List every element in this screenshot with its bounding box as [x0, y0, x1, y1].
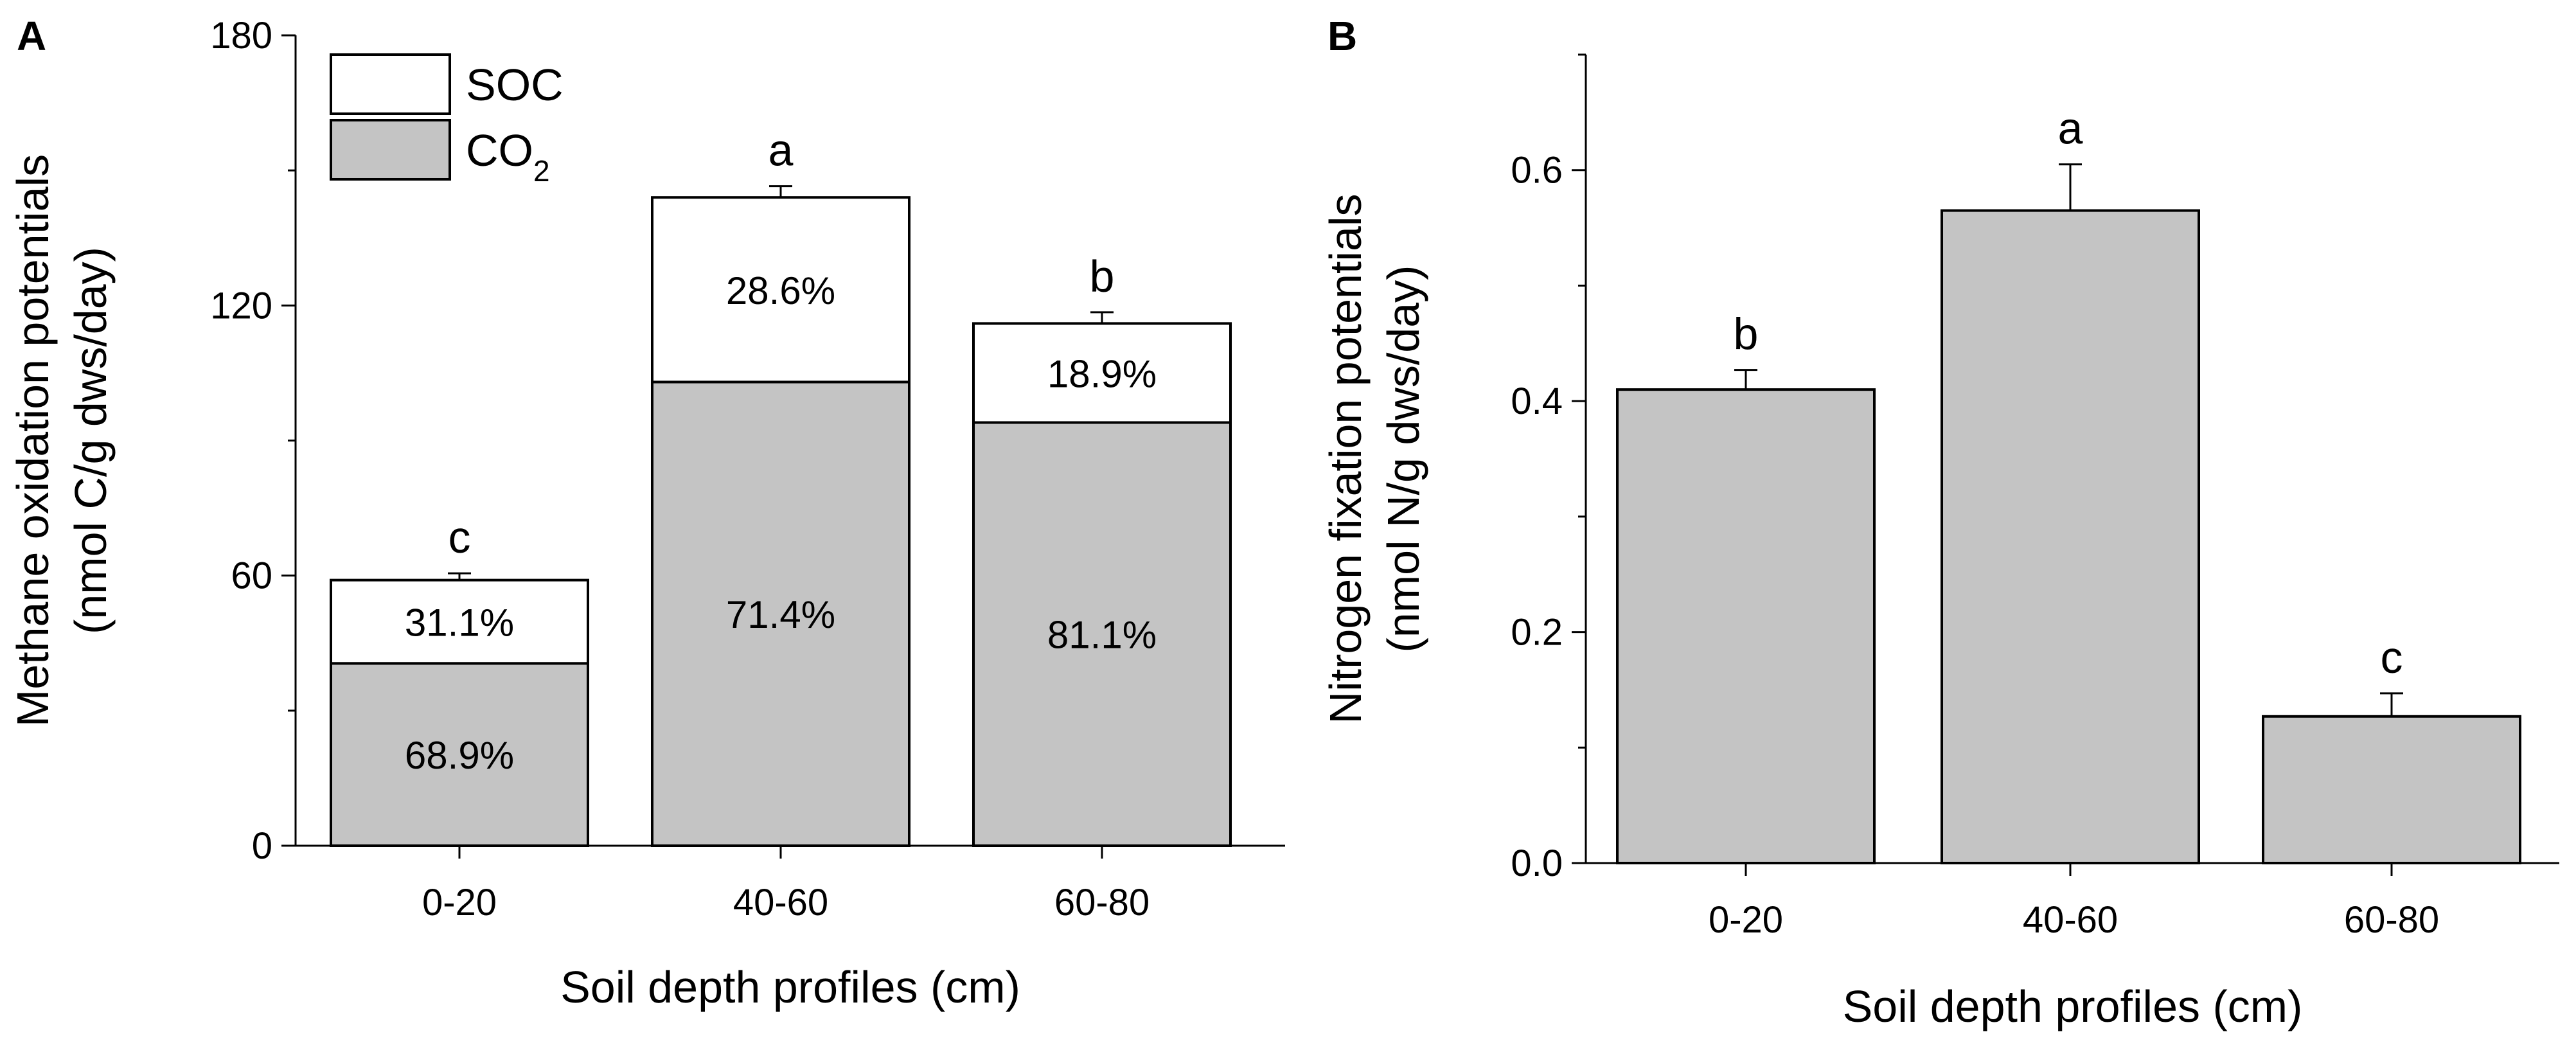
panel-a-legend: SOC CO2: [330, 53, 564, 188]
panel-b-x-tick-label: 40-60: [2023, 899, 2118, 941]
panel-b-y-tick-label: 0.4: [1511, 380, 1563, 422]
panel-a-x-axis-title: Soil depth profiles (cm): [560, 962, 1020, 1012]
legend-label-co2: CO2: [466, 125, 550, 188]
panel-a-bar-soc: [972, 322, 1232, 424]
panel-b-significance-label: b: [1734, 309, 1759, 359]
panel-a-percent-label: 18.9%: [1047, 352, 1157, 395]
panel-a-bar-soc: [651, 196, 910, 384]
panel-a-y-tick-label: 120: [210, 285, 272, 326]
panel-a-x-tick-label: 40-60: [733, 882, 828, 923]
panel-a-chart: A SOC CO2 0 60 120 180 0-20 40-60 60-80 68.9% 31.…: [8, 13, 1285, 1012]
panel-b-significance-label: a: [2058, 103, 2083, 154]
panel-b-letter: B: [1328, 13, 1357, 59]
panel-b-bar-nitrogen-fixation: [1941, 209, 2200, 865]
legend-swatch-co2: [330, 119, 451, 181]
panel-b-x-axis-title: Soil depth profiles (cm): [1843, 981, 2303, 1031]
panel-a-y-tick-label: 60: [231, 555, 272, 597]
panel-b-x-tick-label: 0-20: [1709, 899, 1783, 941]
panel-b-y-tick-label: 0.2: [1511, 612, 1563, 654]
panel-a-percent-label: 71.4%: [726, 593, 835, 636]
panel-b-significance-label: c: [2381, 632, 2403, 682]
panel-b-y-axis-subtitle: (nmol N/g dws/day): [1378, 265, 1428, 653]
panel-a-percent-label: 31.1%: [405, 601, 514, 644]
panel-a-y-axis-title: Methane oxidation potentials: [8, 154, 58, 727]
panel-a-bar-soc: [330, 578, 589, 665]
panel-a-y-tick-label: 0: [252, 825, 272, 867]
panel-a-bar-co2: [972, 421, 1232, 847]
legend-swatch-soc: [330, 53, 451, 115]
panel-a-significance-label: b: [1090, 251, 1115, 301]
panel-a-x-tick-label: 0-20: [422, 882, 497, 923]
panel-b-y-tick-label: 0.6: [1511, 150, 1563, 192]
panel-b-x-tick-label: 60-80: [2344, 899, 2439, 941]
panel-a-significance-label: a: [768, 125, 794, 175]
panel-a-y-tick-label: 180: [210, 15, 272, 57]
panel-a-bar-co2: [330, 662, 589, 848]
panel-b-chart: B 0.0 0.2 0.4 0.6 0-20 40-60 60-80 b a c Nitrogen …: [1320, 13, 2559, 1031]
panel-b-y-tick-label: 0.0: [1511, 843, 1563, 884]
panel-b-bar-nitrogen-fixation: [2262, 715, 2521, 864]
panel-a-percent-label: 81.1%: [1047, 614, 1157, 657]
panel-a-letter: A: [17, 13, 46, 59]
panel-a-y-axis-subtitle: (nmol C/g dws/day): [66, 247, 116, 634]
legend-label-soc: SOC: [466, 60, 564, 110]
panel-b-bar-nitrogen-fixation: [1616, 388, 1876, 864]
panel-a-percent-label: 68.9%: [405, 734, 514, 777]
panel-a-bar-co2: [651, 380, 910, 847]
panel-a-significance-label: c: [449, 512, 471, 562]
panel-a-percent-label: 28.6%: [726, 269, 835, 312]
panel-b-y-axis-title: Nitrogen fixation potentials: [1320, 194, 1371, 724]
panel-a-x-tick-label: 60-80: [1054, 882, 1150, 923]
